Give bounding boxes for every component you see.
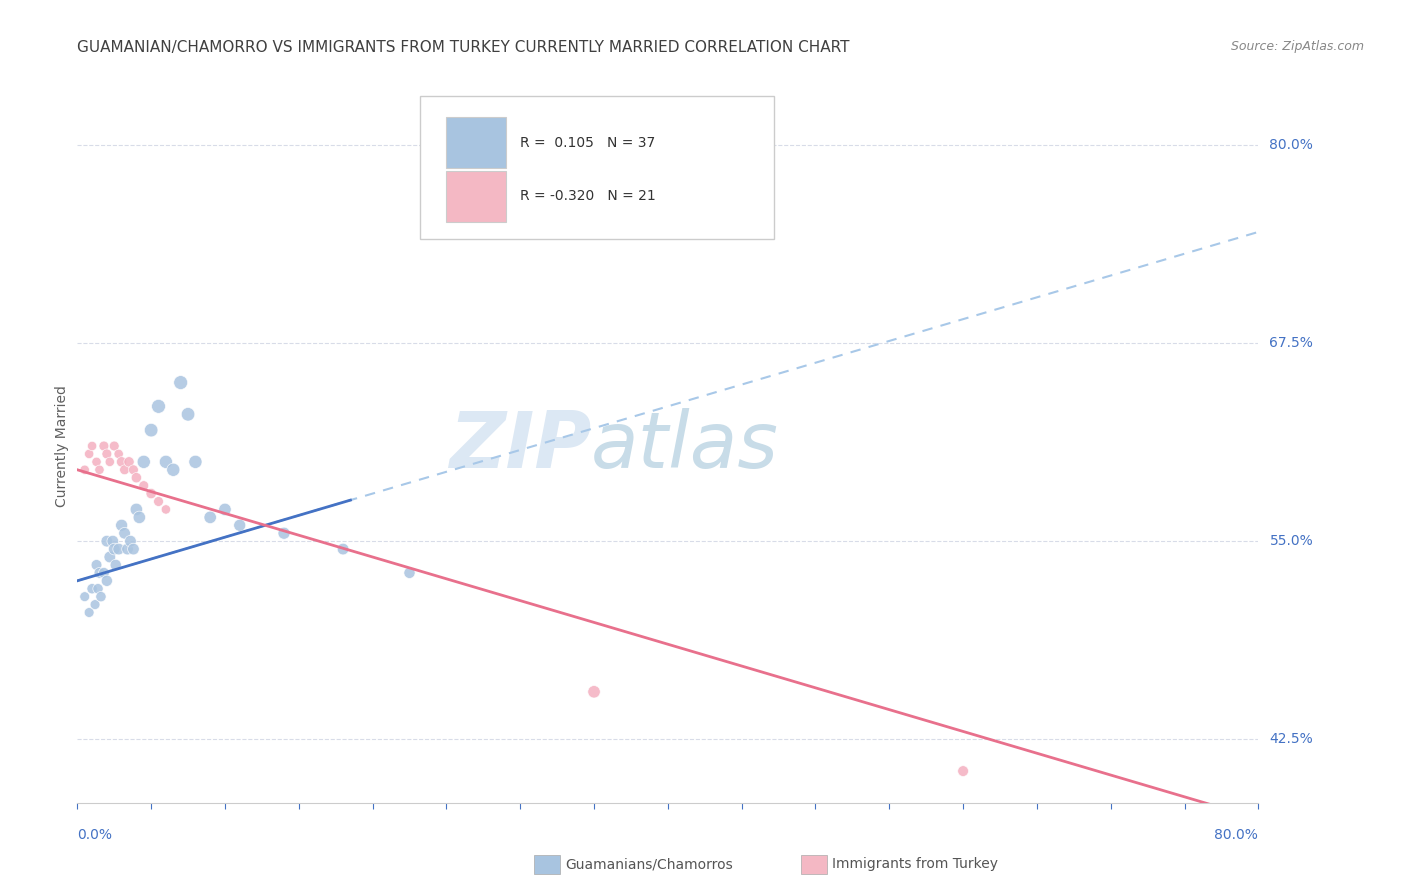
Point bbox=[952, 764, 974, 778]
Point bbox=[73, 463, 96, 477]
Point bbox=[332, 542, 354, 557]
Point bbox=[200, 510, 222, 524]
Point bbox=[273, 526, 295, 541]
Text: 80.0%: 80.0% bbox=[1270, 137, 1313, 152]
Point bbox=[148, 494, 170, 508]
Point bbox=[84, 598, 107, 612]
Point bbox=[398, 566, 420, 580]
Point bbox=[107, 542, 129, 557]
Text: R = -0.320   N = 21: R = -0.320 N = 21 bbox=[520, 189, 657, 203]
Point bbox=[89, 566, 111, 580]
Text: Guamanians/Chamorros: Guamanians/Chamorros bbox=[565, 857, 733, 871]
Point bbox=[77, 606, 100, 620]
Point bbox=[132, 455, 155, 469]
Point bbox=[162, 463, 184, 477]
Point bbox=[214, 502, 236, 516]
Point bbox=[114, 463, 136, 477]
Text: Source: ZipAtlas.com: Source: ZipAtlas.com bbox=[1230, 40, 1364, 54]
Point bbox=[170, 376, 193, 390]
Point bbox=[82, 582, 104, 596]
Point bbox=[184, 455, 207, 469]
Point bbox=[125, 502, 148, 516]
Point bbox=[103, 542, 125, 557]
FancyBboxPatch shape bbox=[446, 171, 506, 221]
Point bbox=[73, 590, 96, 604]
Point bbox=[132, 478, 155, 492]
Point bbox=[125, 471, 148, 485]
Point bbox=[82, 439, 104, 453]
Text: 67.5%: 67.5% bbox=[1270, 336, 1313, 350]
Point bbox=[103, 439, 125, 453]
Point bbox=[141, 486, 163, 500]
FancyBboxPatch shape bbox=[420, 96, 775, 239]
Point bbox=[93, 439, 115, 453]
Point bbox=[86, 455, 108, 469]
Point bbox=[111, 518, 132, 533]
Y-axis label: Currently Married: Currently Married bbox=[55, 385, 69, 507]
Point bbox=[228, 518, 252, 533]
Point bbox=[96, 447, 118, 461]
Text: atlas: atlas bbox=[591, 408, 779, 484]
Point bbox=[89, 463, 111, 477]
Point bbox=[122, 542, 145, 557]
Point bbox=[155, 502, 177, 516]
Point bbox=[90, 590, 112, 604]
Point bbox=[87, 582, 110, 596]
Point bbox=[118, 455, 141, 469]
Point bbox=[148, 400, 170, 414]
Point bbox=[101, 534, 124, 549]
Point bbox=[114, 526, 136, 541]
Text: ZIP: ZIP bbox=[449, 408, 591, 484]
Text: 0.0%: 0.0% bbox=[77, 828, 112, 842]
Point bbox=[93, 566, 115, 580]
FancyBboxPatch shape bbox=[446, 118, 506, 168]
Point bbox=[128, 510, 150, 524]
Point bbox=[117, 542, 139, 557]
Point bbox=[96, 574, 118, 588]
Point bbox=[98, 455, 121, 469]
Point bbox=[96, 534, 118, 549]
Point bbox=[104, 558, 127, 572]
Point bbox=[122, 463, 145, 477]
Point bbox=[141, 423, 163, 437]
Text: 80.0%: 80.0% bbox=[1215, 828, 1258, 842]
Text: R =  0.105   N = 37: R = 0.105 N = 37 bbox=[520, 136, 655, 150]
Point bbox=[120, 534, 142, 549]
Text: 42.5%: 42.5% bbox=[1270, 732, 1313, 747]
Point bbox=[155, 455, 177, 469]
Point bbox=[583, 685, 606, 699]
Text: 55.0%: 55.0% bbox=[1270, 534, 1313, 549]
Text: Immigrants from Turkey: Immigrants from Turkey bbox=[832, 857, 998, 871]
Text: GUAMANIAN/CHAMORRO VS IMMIGRANTS FROM TURKEY CURRENTLY MARRIED CORRELATION CHART: GUAMANIAN/CHAMORRO VS IMMIGRANTS FROM TU… bbox=[77, 40, 849, 55]
Point bbox=[77, 447, 100, 461]
Point bbox=[177, 407, 200, 421]
Point bbox=[111, 455, 132, 469]
Point bbox=[107, 447, 129, 461]
Point bbox=[86, 558, 108, 572]
Point bbox=[98, 549, 121, 564]
